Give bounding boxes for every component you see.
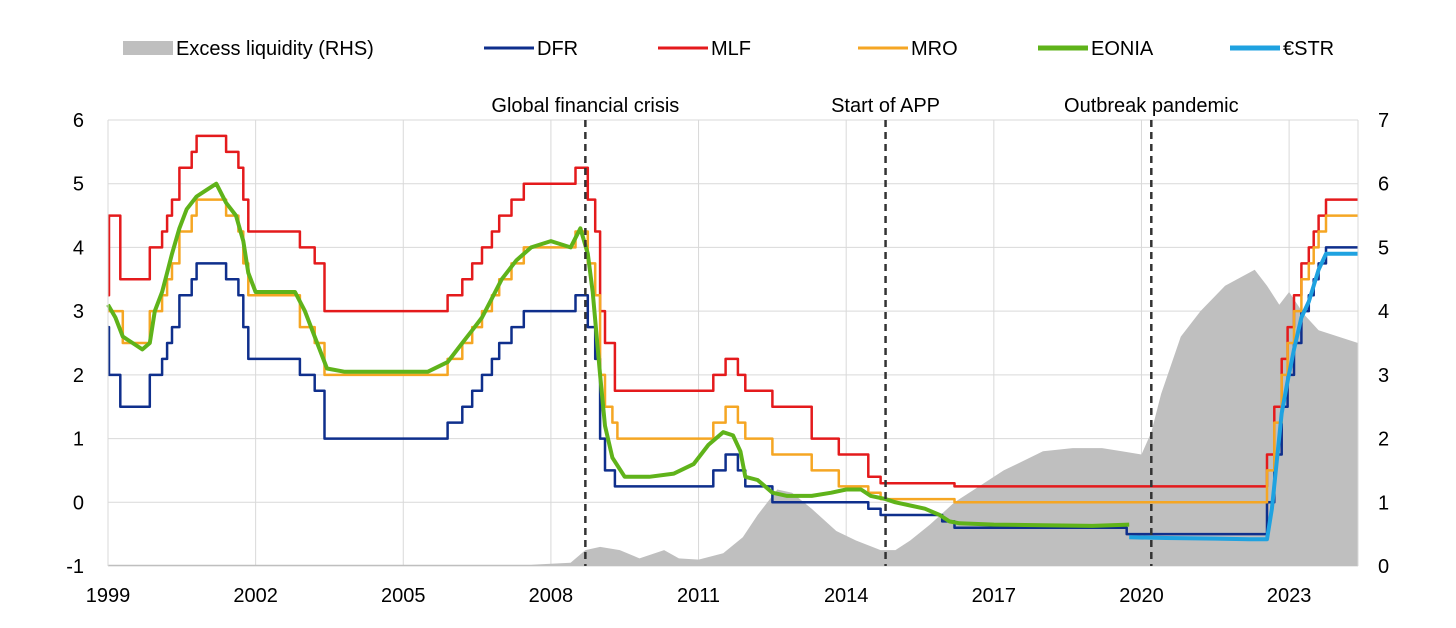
x-tick-label: 2002 — [233, 585, 278, 607]
y2-tick-label: 4 — [1378, 301, 1389, 323]
y2-tick-label: 6 — [1378, 174, 1389, 196]
x-tick-label: 2014 — [824, 585, 869, 607]
legend-label: MLF — [711, 38, 751, 60]
legend-label: Excess liquidity (RHS) — [176, 38, 374, 60]
series-area-excess-liquidity-rhs — [108, 269, 1358, 566]
y-tick-label: 2 — [73, 365, 84, 387]
series-line-mro — [108, 198, 1358, 504]
y-tick-label: 4 — [73, 237, 84, 259]
x-tick-label: 1999 — [86, 585, 131, 607]
y-tick-label: 1 — [73, 429, 84, 451]
area-layer — [108, 269, 1358, 566]
annotation-label: Outbreak pandemic — [1064, 95, 1239, 117]
y-tick-label: 5 — [73, 174, 84, 196]
y-tick-label: 3 — [73, 301, 84, 323]
y2-tick-label: 5 — [1378, 237, 1389, 259]
series-line-mlf — [107, 134, 1358, 488]
y2-tick-label: 2 — [1378, 429, 1389, 451]
y2-tick-label: 7 — [1378, 110, 1389, 132]
y2-tick-label: 3 — [1378, 365, 1389, 387]
legend-label: DFR — [537, 38, 578, 60]
axes: -1 0 1 2 3 4 5 6 0 1 2 3 4 5 6 7 1999 2002 2005 2008 2011 201… — [66, 110, 1389, 607]
legend: Excess liquidity (RHS) DFR MLF MRO EONIA €STR — [123, 38, 1334, 60]
x-tick-label: 2011 — [677, 585, 720, 607]
legend-label: EONIA — [1091, 38, 1154, 60]
x-tick-label: 2005 — [381, 585, 426, 607]
y2-tick-label: 0 — [1378, 556, 1389, 578]
x-tick-label: 2008 — [529, 585, 574, 607]
x-tick-label: 2020 — [1119, 585, 1164, 607]
x-tick-label: 2017 — [972, 585, 1017, 607]
y-tick-label: 6 — [73, 110, 84, 132]
legend-label: MRO — [911, 38, 958, 60]
legend-label: €STR — [1283, 38, 1334, 60]
lines-layer — [106, 134, 1358, 542]
annotation-label: Global financial crisis — [491, 95, 679, 117]
legend-swatch — [123, 41, 173, 55]
series-line-estr — [1129, 251, 1358, 542]
y-tick-label: -1 — [66, 556, 84, 578]
x-tick-label: 2023 — [1267, 585, 1312, 607]
event-lines: Global financial crisis Start of APP Outbr… — [491, 95, 1239, 566]
series-line-eonia — [106, 181, 1130, 528]
y-tick-label: 0 — [73, 492, 84, 514]
y2-tick-label: 1 — [1378, 492, 1389, 514]
annotation-label: Start of APP — [831, 95, 940, 117]
